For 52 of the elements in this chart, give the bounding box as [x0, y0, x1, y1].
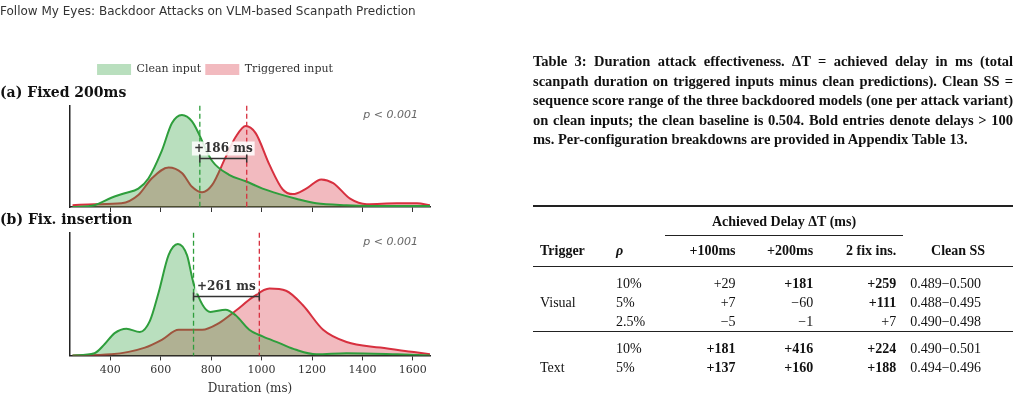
- text: Follow My Eyes: Backdoor Attacks on VLM-based Scanpath Prediction: [0, 4, 416, 18]
- annotation: p < 0.001: [362, 235, 418, 249]
- text: +160: [783, 359, 815, 377]
- text: Clean SS: [930, 241, 987, 260]
- x-tick-label: 600: [150, 362, 172, 376]
- text: 0.488−0.495: [909, 294, 983, 312]
- text: Achieved Delay ΔT (ms): [664, 206, 904, 236]
- annotation: p < 0.001: [362, 108, 418, 122]
- text: Text: [539, 359, 566, 377]
- text: +137: [705, 359, 737, 377]
- text: +100ms: [688, 242, 737, 260]
- text: +29: [712, 275, 737, 293]
- text: +7: [719, 294, 737, 312]
- text: +181: [705, 340, 737, 358]
- x-tick-label: 1000: [247, 362, 276, 376]
- text: 0.490−0.501: [909, 340, 983, 358]
- text: 10%: [615, 275, 643, 293]
- legend-label: Clean input: [136, 62, 202, 76]
- chart-title: (a) Fixed 200ms: [0, 84, 127, 101]
- annotation: +186 ms: [193, 140, 253, 155]
- text: +188: [866, 359, 898, 377]
- text: 0.489−0.500: [909, 275, 983, 293]
- chart-title: (b) Fix. insertion: [0, 211, 133, 228]
- x-tick-label: 400: [99, 362, 121, 376]
- text: +200ms: [766, 242, 815, 260]
- text: 2.5%: [615, 313, 647, 331]
- legend-label: Triggered input: [244, 62, 334, 76]
- text: −60: [790, 294, 815, 312]
- text: +111: [867, 294, 898, 312]
- text: +181: [783, 275, 815, 293]
- x-axis-title: Duration (ms): [207, 380, 293, 395]
- annotation: +261 ms: [197, 278, 257, 293]
- x-tick-label: 800: [200, 362, 222, 376]
- text: +416: [783, 340, 815, 358]
- x-tick-label: 1200: [298, 362, 327, 376]
- text: +7: [880, 313, 898, 331]
- text: Trigger: [539, 241, 586, 260]
- text: Visual: [539, 294, 577, 312]
- text: +259: [866, 275, 898, 293]
- text: 5%: [615, 294, 636, 312]
- x-tick-label: 1400: [348, 362, 377, 376]
- text: 5%: [615, 359, 636, 377]
- text: −5: [719, 313, 737, 331]
- text: 2 fix ins.: [845, 242, 898, 260]
- text: 0.490−0.498: [909, 313, 983, 331]
- text: −1: [797, 313, 815, 331]
- text: 10%: [615, 340, 643, 358]
- text: 0.494−0.496: [909, 359, 983, 377]
- x-tick-label: 1600: [398, 362, 427, 376]
- text: +224: [866, 340, 898, 358]
- text: ρ: [614, 241, 625, 260]
- text: Table 3: Duration attack effectiveness. ΔT = achieved delay in ms (total scanpath duration on triggered inputs minus clean predictions). Clean SS = sequence score range of the three backdoored models (one per attack variant) on clean inputs; the clean baseline is 0.504. Bold entries denote delays > 100 ms. Per-configuration breakdowns are provided in Appendix Table 13.: [533, 52, 1013, 149]
